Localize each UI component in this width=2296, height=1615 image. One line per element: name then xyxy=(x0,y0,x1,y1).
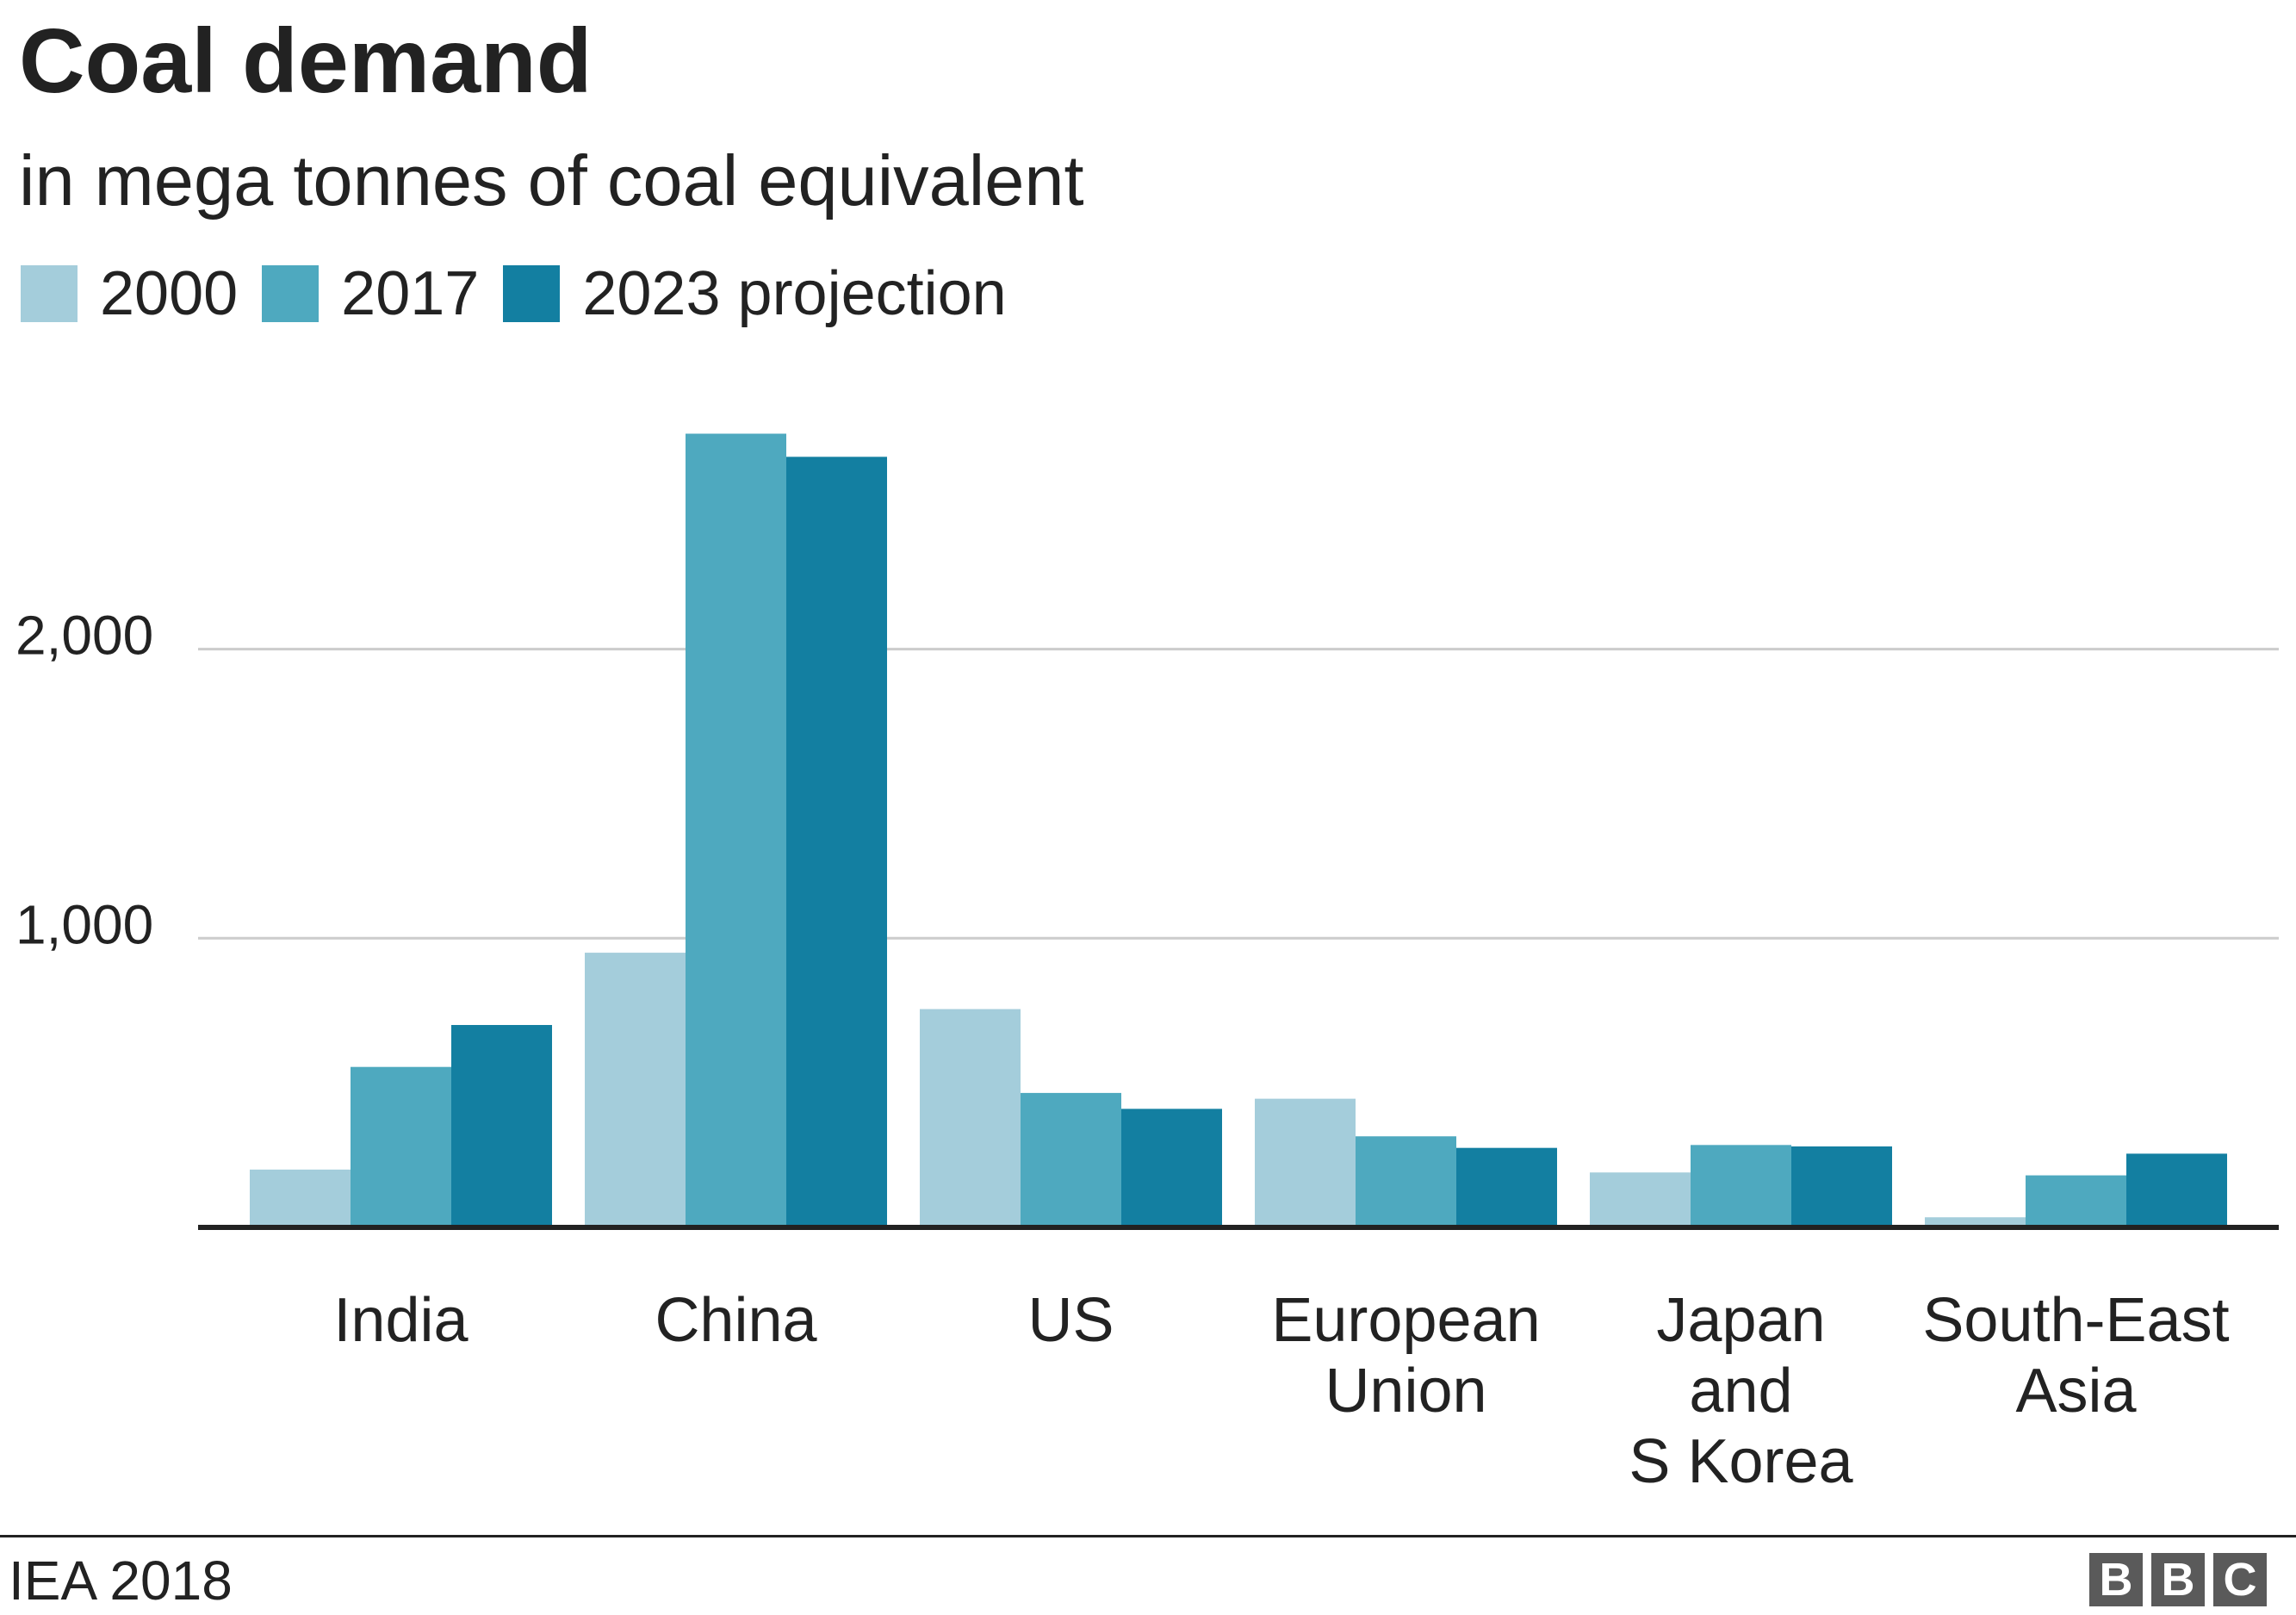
legend-swatch-2023-projection xyxy=(503,265,561,322)
bar-2000 xyxy=(250,1169,351,1227)
x-tick-label: European Union xyxy=(1271,1286,1540,1426)
x-tick-label: Japan and S Korea xyxy=(1629,1286,1853,1496)
legend-label-2017: 2017 xyxy=(341,259,480,328)
y-tick-label: 1,000 xyxy=(16,893,153,955)
x-tick-label: India xyxy=(333,1286,469,1355)
x-tick-label: US xyxy=(1027,1286,1114,1355)
bar-2023-projection xyxy=(1121,1109,1222,1227)
bar-2017 xyxy=(1356,1136,1456,1227)
bar-2017 xyxy=(2026,1175,2126,1227)
chart-title: Coal demand xyxy=(19,10,593,112)
bar-2023-projection xyxy=(786,457,887,1227)
bar-chart: 1,000 2,000 India China US European Union Japan… xyxy=(16,433,2279,1496)
bar-2000 xyxy=(1255,1098,1356,1227)
chart-subtitle: in mega tonnes of coal equivalent xyxy=(19,140,1084,221)
bar-2023-projection xyxy=(451,1025,552,1227)
legend: 2000 2017 2023 projection xyxy=(21,258,1031,329)
bar-2023-projection xyxy=(1456,1147,1557,1227)
bar-2000 xyxy=(920,1009,1021,1227)
bar-2017 xyxy=(686,433,786,1227)
x-tick-label: China xyxy=(655,1286,817,1355)
bar-2000 xyxy=(585,953,686,1227)
bbc-logo-block: B xyxy=(2151,1553,2205,1606)
bar-2023-projection xyxy=(2126,1153,2227,1227)
footer-divider xyxy=(0,1535,2296,1537)
source-label: IEA 2018 xyxy=(9,1550,233,1612)
bar-2000 xyxy=(1590,1172,1691,1227)
legend-label-2023-projection: 2023 projection xyxy=(582,259,1007,328)
legend-item-2023-projection: 2023 projection xyxy=(503,259,1007,328)
bar-2017 xyxy=(351,1066,451,1227)
bbc-logo-block: C xyxy=(2213,1553,2267,1606)
x-tick-label: South-East Asia xyxy=(1922,1286,2229,1426)
bbc-logo-block: B xyxy=(2089,1553,2143,1606)
legend-label-2000: 2000 xyxy=(100,259,239,328)
legend-swatch-2000 xyxy=(21,265,78,322)
bar-2000 xyxy=(1925,1217,2026,1227)
bbc-logo: B B C xyxy=(2089,1553,2267,1606)
legend-item-2000: 2000 xyxy=(21,263,238,325)
bar-2023-projection xyxy=(1791,1146,1892,1227)
legend-item-2017: 2017 xyxy=(262,263,479,325)
bar-2017 xyxy=(1691,1145,1791,1227)
y-tick-label: 2,000 xyxy=(16,605,153,667)
legend-swatch-2017 xyxy=(262,265,320,322)
bar-2017 xyxy=(1021,1092,1121,1227)
